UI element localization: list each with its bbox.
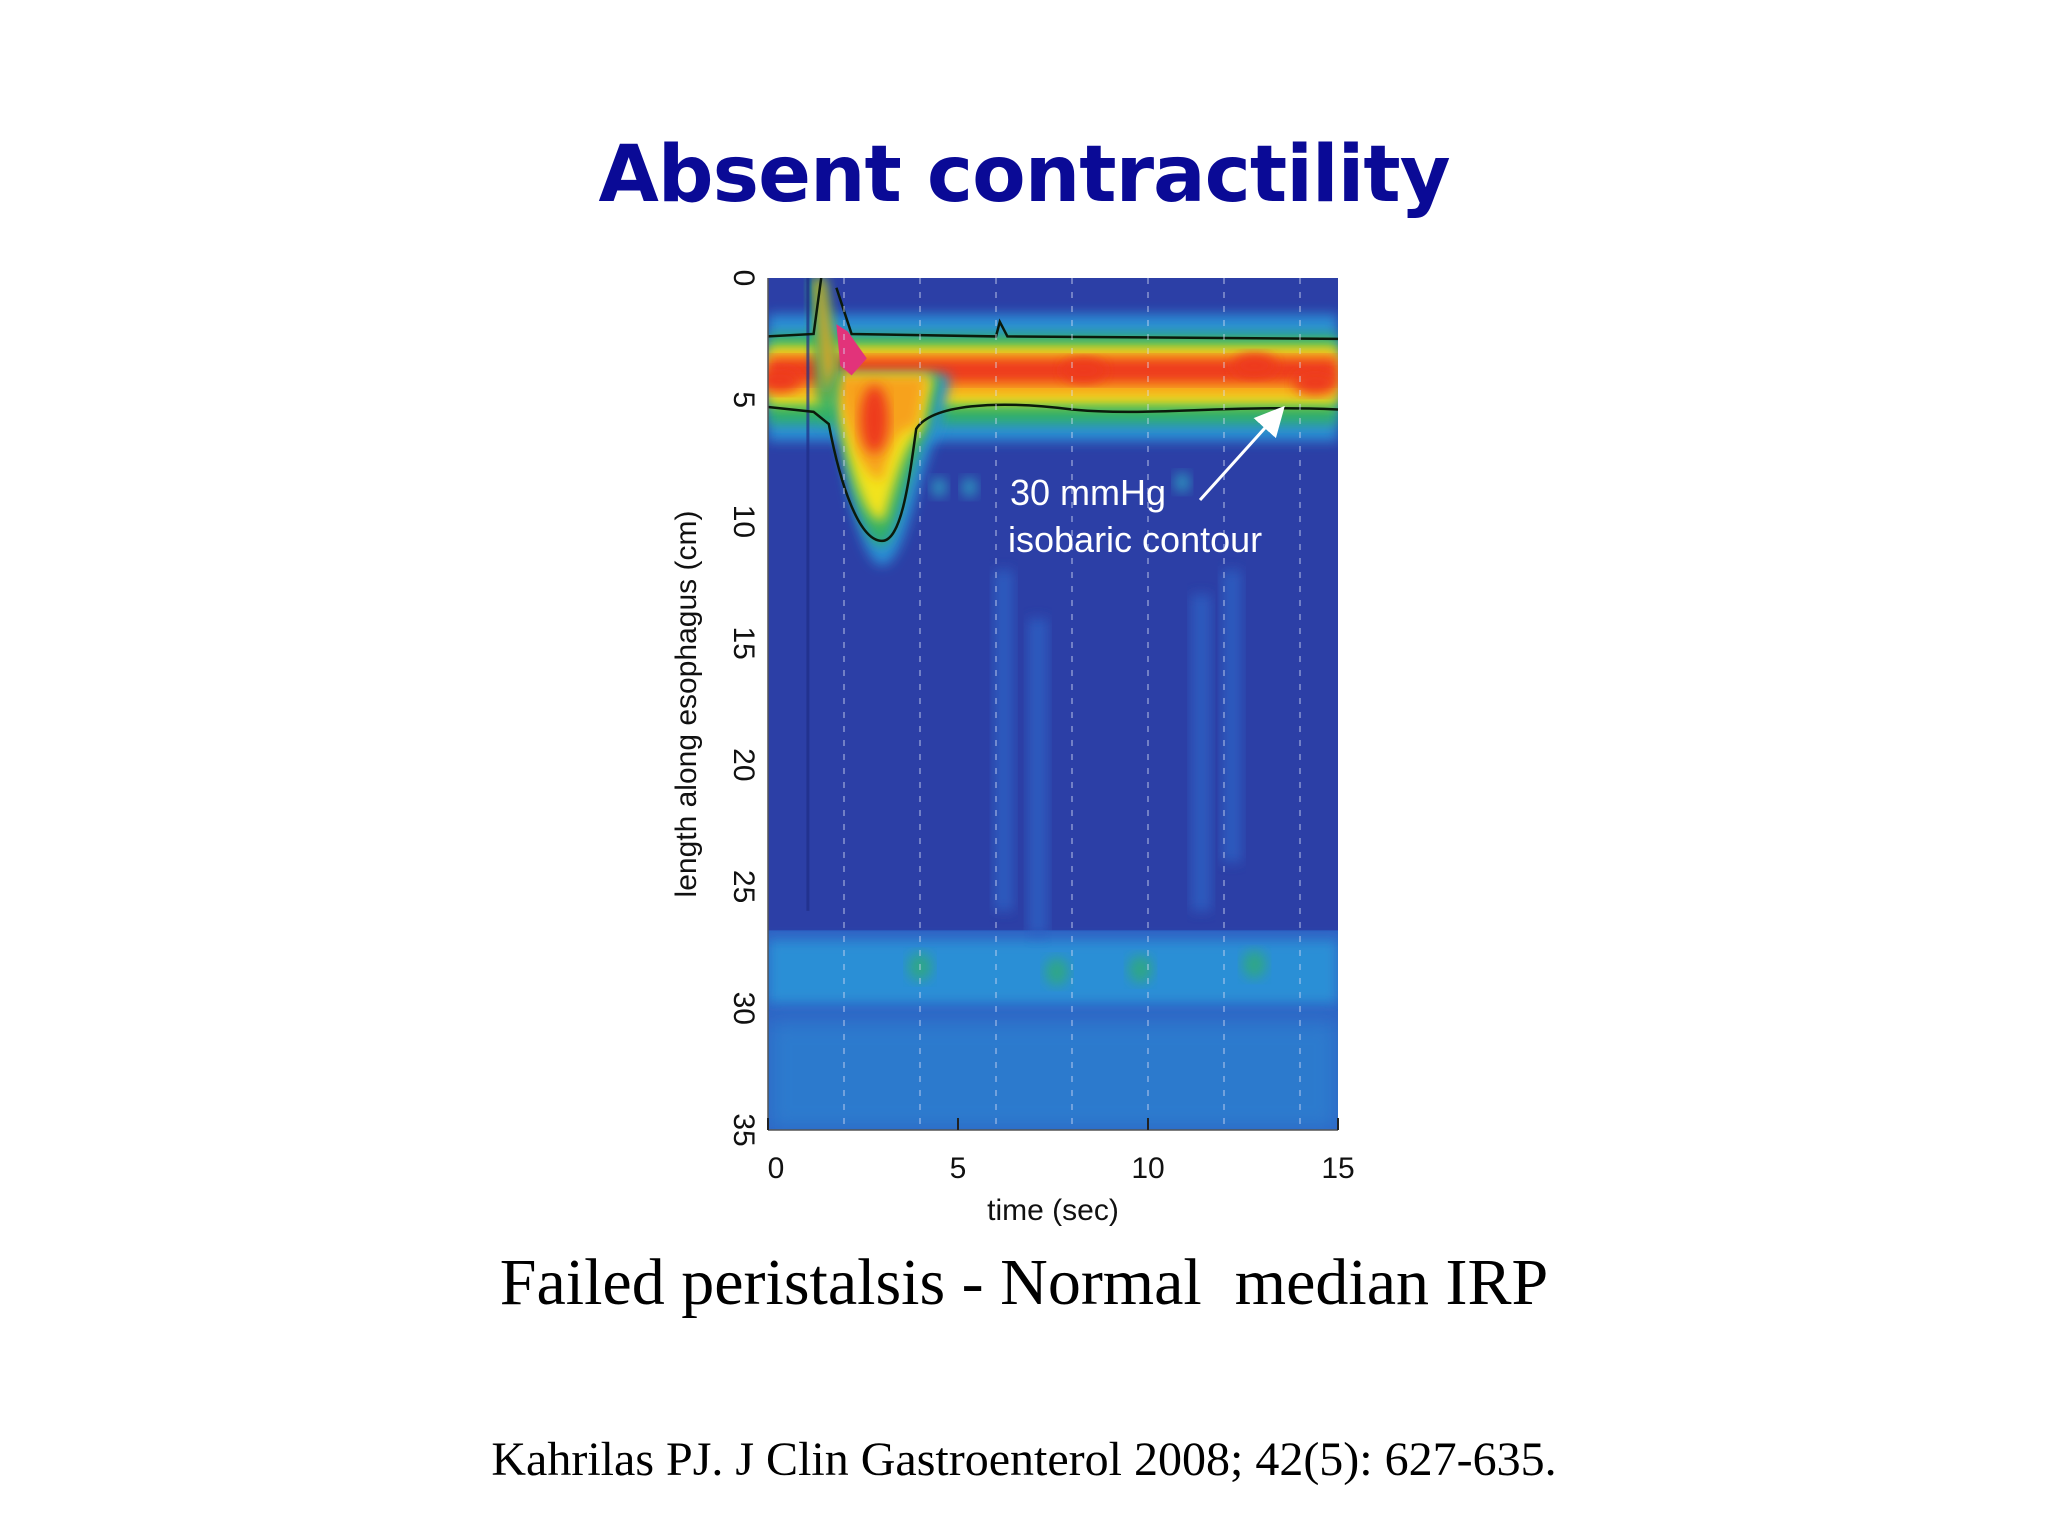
pressure-spot — [931, 477, 947, 498]
annotation-arrow — [1198, 405, 1285, 502]
time-gridlines — [843, 278, 1301, 1130]
slide-title: Absent contractility — [598, 130, 1450, 220]
ues-hotspot — [768, 368, 802, 393]
pressure-streak — [1027, 618, 1048, 936]
y-tick-label: 25 — [727, 870, 760, 903]
pressure-streak — [1221, 570, 1242, 863]
swallow-spike-core — [815, 278, 835, 400]
slide-citation: Kahrilas PJ. J Clin Gastroenterol 2008; … — [491, 1433, 1557, 1486]
y-tick-label: 0 — [727, 270, 760, 287]
y-axis-label: length along esophagus (cm) — [670, 511, 703, 898]
heatmap-area — [768, 278, 1338, 1130]
y-tick-label: 20 — [727, 748, 760, 781]
pressure-streak — [1191, 594, 1212, 911]
x-tick-label: 10 — [1131, 1152, 1164, 1185]
x-tick-label: 0 — [768, 1152, 785, 1185]
distal-spot — [1044, 957, 1069, 986]
chart-axes: 0 5 10 15 0 5 10 15 20 25 30 35 time (sec) length alo… — [670, 270, 1355, 1227]
isobaric-contour-annotation: 30 mmHg isobaric contour — [1008, 405, 1285, 560]
isobaric-contour-upper-right — [835, 287, 1338, 341]
isobaric-contour-lower — [768, 403, 1338, 543]
ues-hotspot — [1061, 358, 1106, 383]
y-tick-label: 30 — [727, 992, 760, 1025]
y-tick-label: 15 — [727, 626, 760, 659]
y-tick-label: 35 — [727, 1113, 760, 1146]
isobaric-contour-upper — [768, 278, 823, 338]
y-tick-label: 10 — [727, 505, 760, 538]
slide-caption: Failed peristalsis - Normal median IRP — [499, 1246, 1549, 1319]
y-tick-label: 5 — [727, 391, 760, 408]
x-tick-label: 15 — [1321, 1152, 1354, 1185]
pressure-spot — [961, 477, 978, 498]
distal-spot — [1242, 950, 1267, 979]
pressure-streak — [993, 570, 1014, 911]
annotation-line-2: isobaric contour — [1008, 519, 1262, 560]
pressure-spot — [1174, 472, 1191, 493]
x-axis-label: time (sec) — [987, 1194, 1119, 1227]
ues-hotspot — [1293, 370, 1338, 395]
x-tick-label: 5 — [950, 1152, 967, 1185]
proximal-lobe-red — [860, 385, 889, 454]
distal-spot — [1128, 955, 1153, 984]
distal-lower-band — [768, 1020, 1338, 1130]
annotation-line-1: 30 mmHg — [1010, 472, 1166, 513]
ues-hotspot — [1232, 353, 1277, 378]
